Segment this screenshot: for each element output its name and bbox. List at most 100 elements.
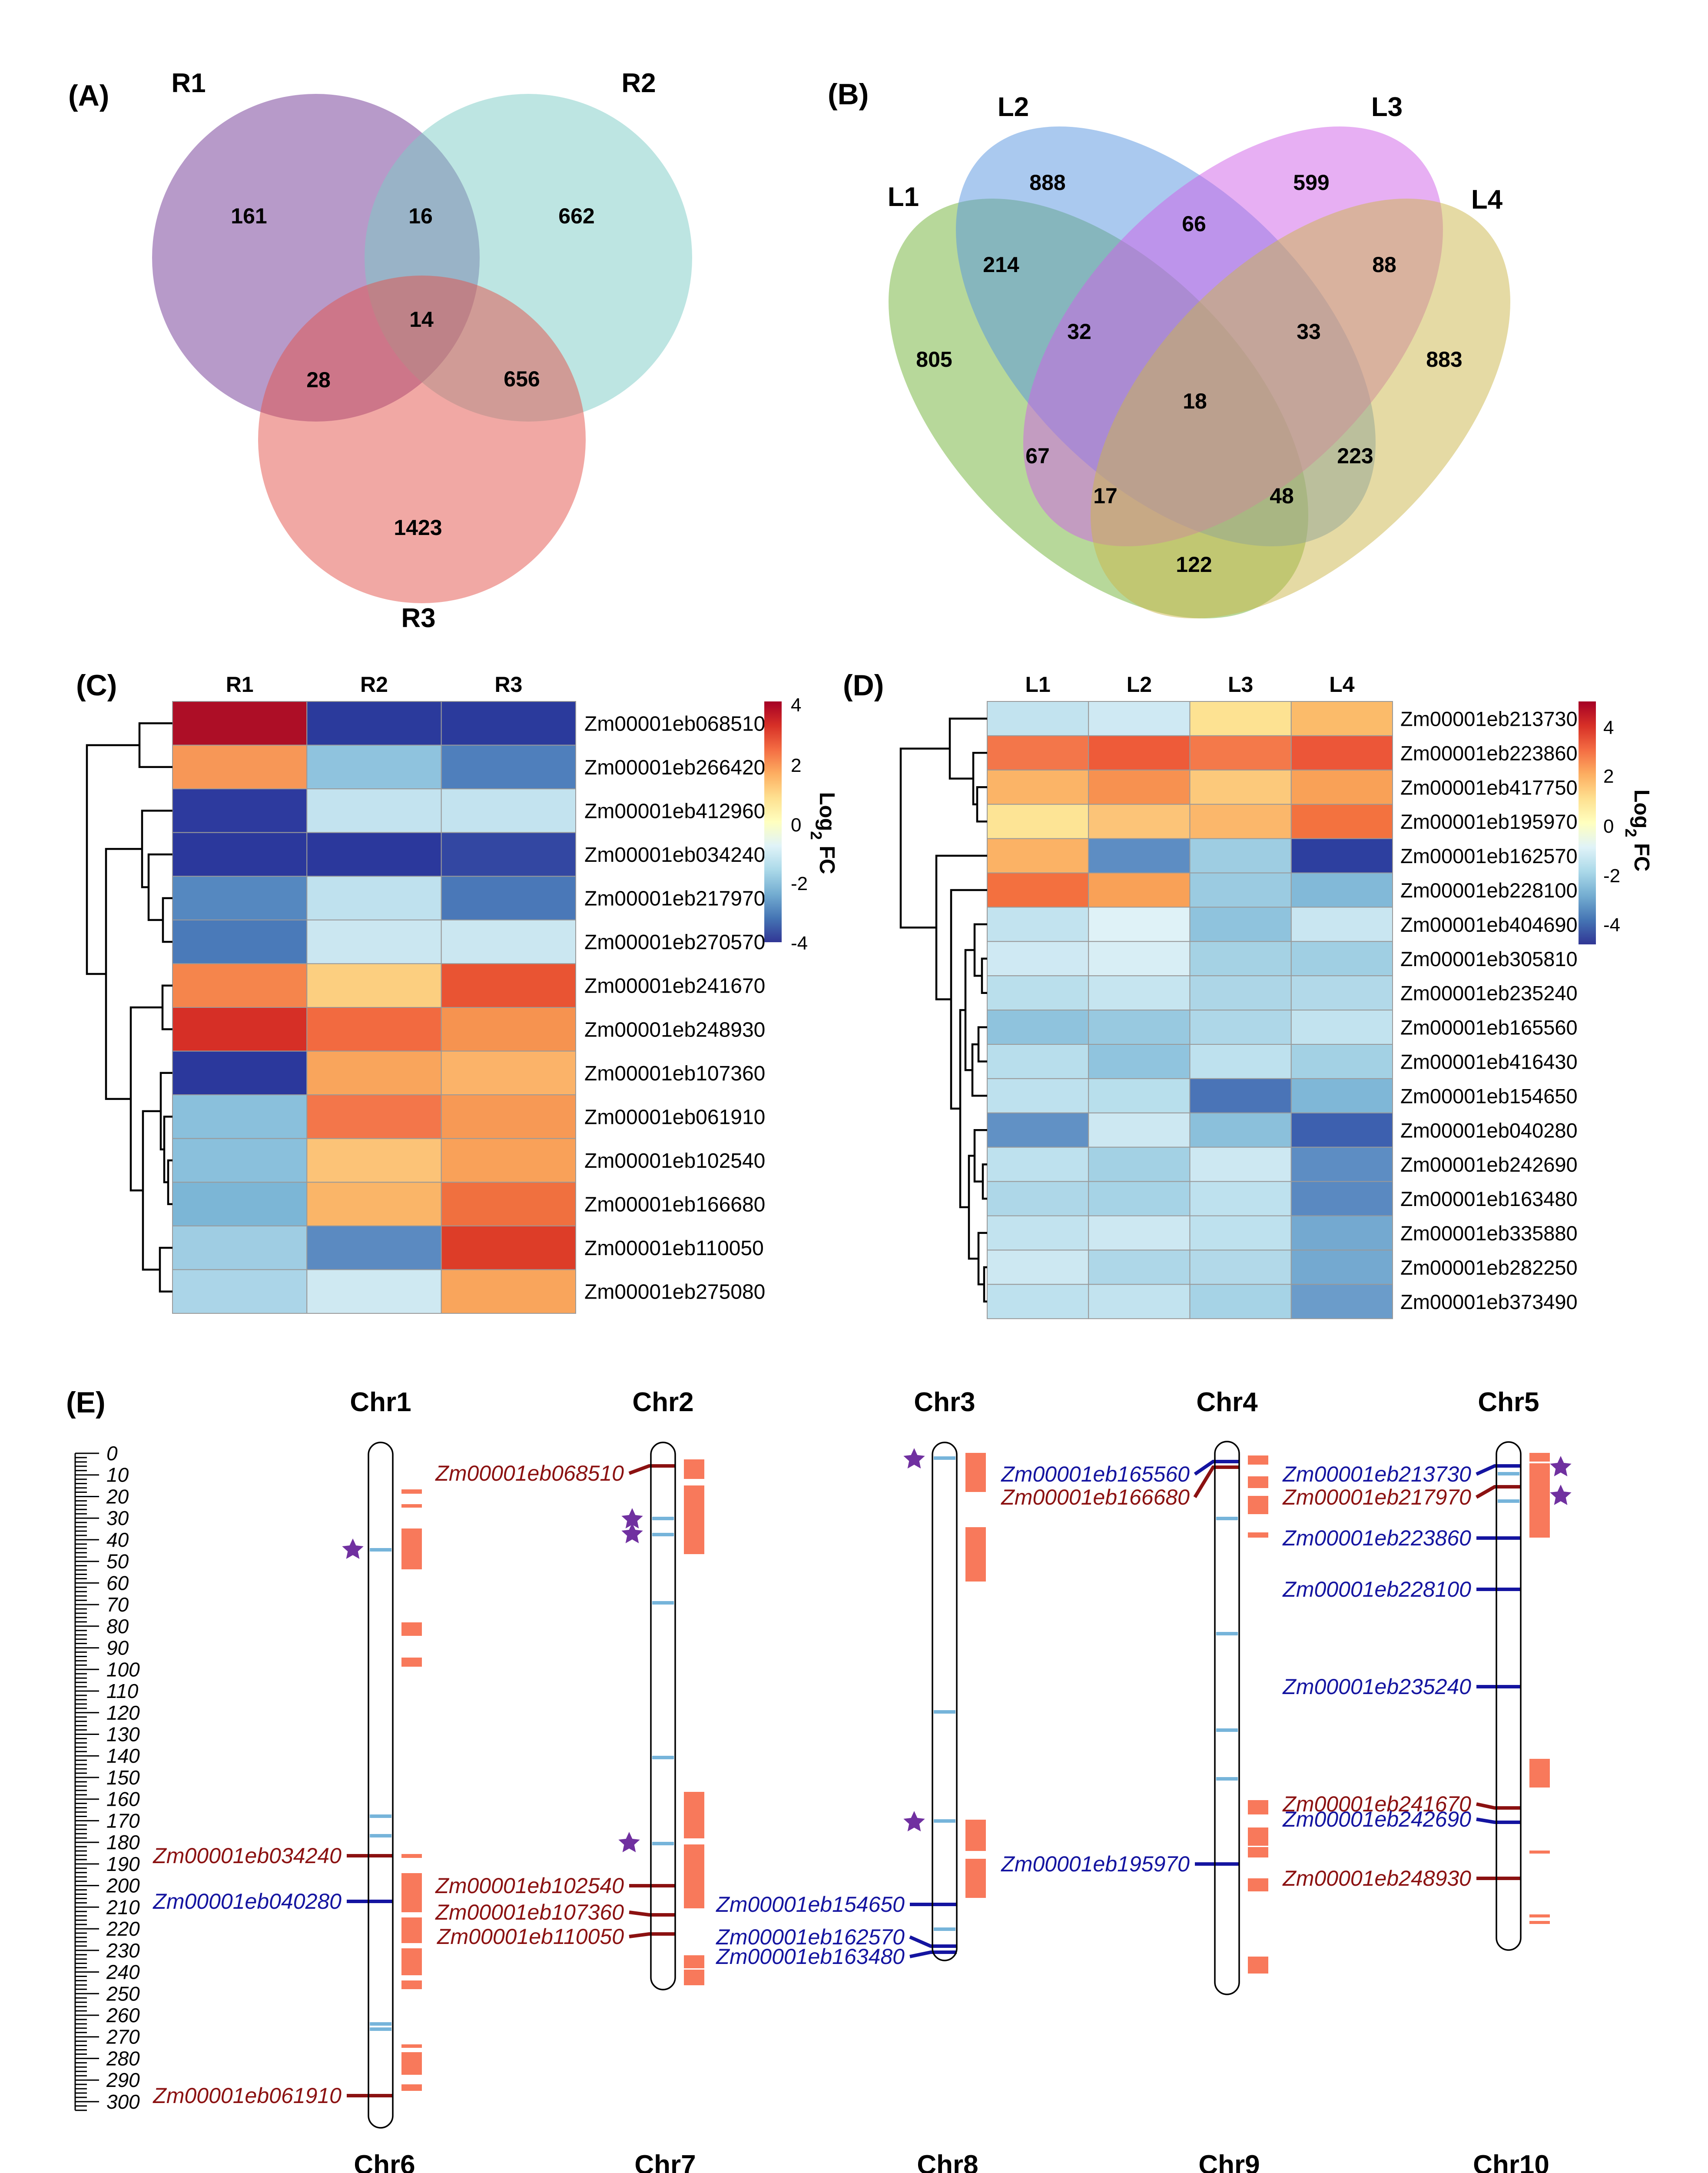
svg-text:Zm00001eb102540: Zm00001eb102540 — [435, 1874, 624, 1898]
svg-text:4: 4 — [791, 694, 801, 716]
svg-text:Zm00001eb275080: Zm00001eb275080 — [584, 1281, 765, 1304]
svg-text:(E): (E) — [66, 1386, 106, 1419]
svg-text:220: 220 — [106, 1917, 140, 1940]
svg-text:300: 300 — [106, 2090, 140, 2113]
svg-text:Zm00001eb228100: Zm00001eb228100 — [1400, 879, 1578, 902]
svg-text:0: 0 — [106, 1442, 118, 1465]
svg-text:R2: R2 — [621, 68, 656, 98]
svg-text:R3: R3 — [401, 603, 435, 633]
svg-text:18: 18 — [1183, 389, 1207, 413]
svg-text:Zm00001eb034240: Zm00001eb034240 — [153, 1844, 342, 1868]
svg-text:(C): (C) — [76, 669, 117, 702]
svg-text:Zm00001eb154650: Zm00001eb154650 — [716, 1892, 905, 1917]
svg-text:17: 17 — [1093, 484, 1118, 508]
svg-text:L2: L2 — [998, 92, 1029, 122]
svg-text:70: 70 — [106, 1593, 129, 1616]
svg-text:80: 80 — [106, 1615, 129, 1638]
svg-text:110: 110 — [106, 1680, 139, 1702]
svg-text:161: 161 — [231, 204, 267, 228]
svg-text:-4: -4 — [1603, 914, 1620, 936]
svg-text:L2: L2 — [1127, 672, 1152, 697]
svg-text:Zm00001eb248930: Zm00001eb248930 — [584, 1018, 765, 1041]
svg-text:50: 50 — [106, 1550, 129, 1573]
svg-text:599: 599 — [1293, 170, 1329, 195]
svg-text:0: 0 — [791, 814, 801, 836]
svg-text:Zm00001eb110050: Zm00001eb110050 — [437, 1924, 624, 1949]
svg-text:Zm00001eb228100: Zm00001eb228100 — [1282, 1577, 1471, 1602]
svg-text:120: 120 — [106, 1701, 140, 1724]
svg-text:805: 805 — [916, 347, 952, 372]
svg-text:33: 33 — [1297, 319, 1321, 344]
svg-text:28: 28 — [306, 368, 331, 392]
svg-text:260: 260 — [106, 2004, 140, 2027]
svg-text:Zm00001eb034240: Zm00001eb034240 — [584, 844, 765, 867]
svg-text:Chr5: Chr5 — [1478, 1387, 1539, 1417]
svg-text:280: 280 — [106, 2047, 140, 2070]
svg-text:16: 16 — [408, 204, 433, 228]
svg-text:20: 20 — [106, 1485, 129, 1508]
svg-text:Zm00001eb102540: Zm00001eb102540 — [584, 1150, 765, 1173]
svg-text:130: 130 — [106, 1723, 140, 1745]
svg-text:Zm00001eb248930: Zm00001eb248930 — [1282, 1866, 1471, 1891]
svg-text:230: 230 — [106, 1939, 140, 1962]
svg-text:Zm00001eb068510: Zm00001eb068510 — [584, 712, 765, 735]
svg-text:180: 180 — [106, 1831, 140, 1854]
svg-text:Chr1: Chr1 — [350, 1387, 411, 1417]
svg-text:210: 210 — [106, 1896, 140, 1918]
svg-text:Zm00001eb107360: Zm00001eb107360 — [435, 1900, 624, 1924]
svg-text:48: 48 — [1270, 484, 1294, 508]
svg-text:Zm00001eb217970: Zm00001eb217970 — [1282, 1485, 1471, 1509]
svg-text:40: 40 — [106, 1528, 129, 1551]
svg-text:Zm00001eb166680: Zm00001eb166680 — [1001, 1485, 1190, 1509]
svg-text:1423: 1423 — [394, 515, 442, 540]
svg-text:140: 140 — [106, 1744, 140, 1767]
svg-text:Zm00001eb110050: Zm00001eb110050 — [584, 1237, 764, 1260]
svg-text:Chr8: Chr8 — [917, 2150, 978, 2173]
svg-text:883: 883 — [1426, 347, 1462, 372]
svg-text:-2: -2 — [1603, 865, 1620, 887]
svg-text:214: 214 — [983, 253, 1019, 277]
svg-text:L1: L1 — [888, 182, 919, 212]
svg-text:Zm00001eb154650: Zm00001eb154650 — [1400, 1084, 1578, 1107]
svg-text:90: 90 — [106, 1637, 129, 1659]
svg-text:Zm00001eb163480: Zm00001eb163480 — [716, 1944, 905, 1969]
svg-text:160: 160 — [106, 1788, 140, 1811]
svg-text:-2: -2 — [791, 873, 808, 894]
svg-text:0: 0 — [1603, 816, 1614, 837]
svg-text:Zm00001eb242690: Zm00001eb242690 — [1400, 1153, 1578, 1176]
svg-text:Zm00001eb404690: Zm00001eb404690 — [1400, 913, 1578, 936]
svg-text:Zm00001eb165560: Zm00001eb165560 — [1001, 1462, 1190, 1486]
svg-text:240: 240 — [106, 1961, 140, 1984]
svg-text:Chr10: Chr10 — [1473, 2150, 1549, 2173]
svg-text:Zm00001eb223860: Zm00001eb223860 — [1282, 1526, 1471, 1550]
svg-text:Chr6: Chr6 — [354, 2150, 415, 2173]
svg-text:Zm00001eb162570: Zm00001eb162570 — [716, 1925, 905, 1949]
svg-text:Zm00001eb242690: Zm00001eb242690 — [1282, 1807, 1471, 1831]
svg-text:Zm00001eb068510: Zm00001eb068510 — [435, 1461, 624, 1485]
svg-text:L4: L4 — [1329, 672, 1355, 697]
svg-text:223: 223 — [1337, 444, 1373, 468]
svg-text:67: 67 — [1025, 444, 1050, 468]
svg-text:Zm00001eb416430: Zm00001eb416430 — [1400, 1050, 1578, 1073]
svg-text:Chr9: Chr9 — [1198, 2150, 1260, 2173]
svg-text:Zm00001eb417750: Zm00001eb417750 — [1400, 776, 1578, 799]
svg-text:250: 250 — [106, 1982, 140, 2005]
svg-text:30: 30 — [106, 1507, 129, 1529]
svg-text:L3: L3 — [1371, 92, 1403, 122]
svg-text:-4: -4 — [791, 933, 808, 954]
svg-text:L1: L1 — [1025, 672, 1050, 697]
svg-text:Chr3: Chr3 — [914, 1387, 975, 1417]
svg-text:Zm00001eb241670: Zm00001eb241670 — [584, 975, 765, 998]
svg-text:R1: R1 — [171, 68, 206, 98]
svg-text:888: 888 — [1029, 170, 1065, 195]
svg-text:170: 170 — [106, 1809, 140, 1832]
svg-text:R2: R2 — [360, 672, 388, 697]
svg-text:290: 290 — [106, 2069, 140, 2091]
svg-text:4: 4 — [1603, 717, 1614, 738]
svg-text:Chr2: Chr2 — [632, 1387, 693, 1417]
svg-text:Zm00001eb213730: Zm00001eb213730 — [1282, 1462, 1471, 1486]
svg-text:L4: L4 — [1471, 185, 1503, 215]
svg-text:Zm00001eb282250: Zm00001eb282250 — [1400, 1256, 1578, 1279]
svg-text:Zm00001eb195970: Zm00001eb195970 — [1001, 1852, 1190, 1876]
svg-text:Zm00001eb163480: Zm00001eb163480 — [1400, 1187, 1578, 1210]
